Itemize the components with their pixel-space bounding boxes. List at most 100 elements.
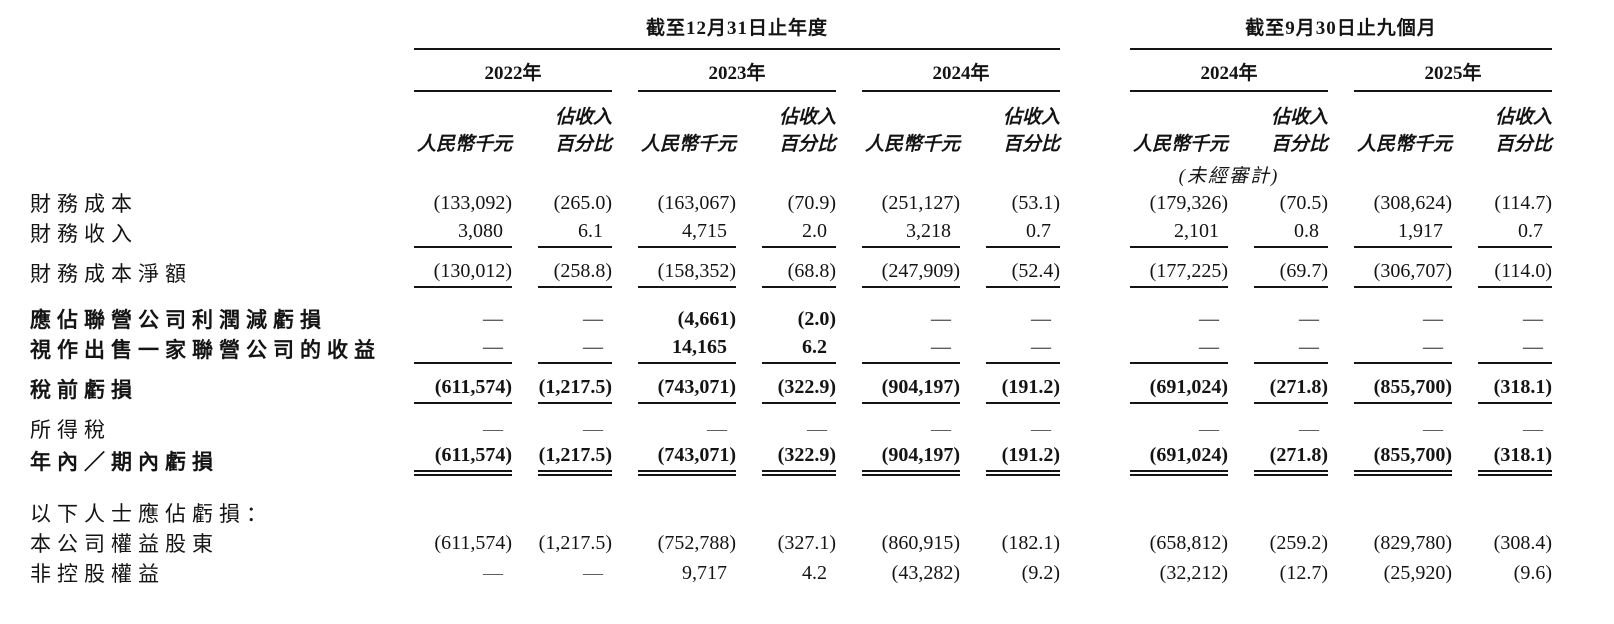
table-row: 稅前虧損 (611,574) (1,217.5) (743,071) (322.9) (9…	[30, 374, 1552, 404]
value-cell: —	[1328, 334, 1452, 364]
corner-blank	[30, 50, 388, 92]
value-cell	[512, 498, 612, 528]
value-cell: (258.8)	[512, 258, 612, 288]
column-gap	[1060, 188, 1104, 218]
unit-header-pct: 佔收入 百分比	[778, 107, 836, 155]
financial-statement-page: 截至12月31日止年度 截至9月30日止九個月 2022年 2023年 2024…	[30, 12, 1552, 588]
value-cell: (179,326)	[1149, 192, 1228, 214]
unit-header-pct: 佔收入 百分比	[1002, 107, 1060, 155]
value-cell: (691,024)	[1104, 374, 1228, 404]
value-cell: 1,917	[1328, 218, 1452, 248]
nil-dash: —	[583, 308, 603, 330]
value-cell	[836, 498, 960, 528]
nil-dash: —	[931, 418, 951, 440]
value-cell: (32,212)	[1159, 562, 1228, 584]
value-cell: (191.2)	[960, 374, 1060, 404]
group-header-row: 截至12月31日止年度 截至9月30日止九個月	[30, 12, 1552, 50]
value-cell: (9.6)	[1513, 562, 1552, 584]
table-row: 以下人士應佔虧損：	[30, 498, 1552, 528]
value-cell: (308.4)	[1493, 532, 1552, 554]
row-spacer	[30, 288, 1552, 304]
value-cell: —	[388, 334, 512, 364]
value-cell: (12.7)	[1279, 562, 1328, 584]
value-cell: —	[388, 558, 512, 588]
value-cell: —	[512, 334, 612, 364]
nil-dash: —	[707, 418, 727, 440]
value-cell	[1104, 498, 1228, 528]
value-cell: —	[1228, 334, 1328, 364]
nil-dash: —	[583, 418, 603, 440]
value-cell: (691,024)	[1104, 444, 1228, 476]
table-row: 非控股權益 — — 9,717 4.2 (43,282) (9.2) (32,212) (12.…	[30, 558, 1552, 588]
row-label: 應佔聯營公司利潤減虧損	[30, 308, 327, 332]
value-cell: (133,092)	[433, 192, 512, 214]
unaudited-note: (未經審計)	[1178, 166, 1280, 187]
value-cell: —	[836, 414, 960, 444]
value-cell: —	[1104, 304, 1228, 334]
nil-dash: —	[1523, 308, 1543, 330]
value-cell: —	[736, 414, 836, 444]
value-cell: (743,071)	[612, 374, 736, 404]
column-gap	[1060, 498, 1104, 528]
value-cell: (904,197)	[836, 374, 960, 404]
value-cell: —	[1104, 334, 1228, 364]
column-gap	[1060, 258, 1104, 288]
table-row: 應佔聯營公司利潤減虧損 — — (4,661) (2.0) — — — — — —	[30, 304, 1552, 334]
value-cell: (158,352)	[612, 258, 736, 288]
value-cell: (251,127)	[881, 192, 960, 214]
value-cell: (4,661)	[677, 308, 736, 330]
value-cell: (53.1)	[1011, 192, 1060, 214]
nil-dash: —	[583, 336, 603, 358]
value-cell: (1,217.5)	[512, 374, 612, 404]
group-title: 截至12月31日止年度	[414, 13, 1060, 50]
nil-dash: —	[483, 336, 503, 358]
unit-header-rmb: 人民幣千元	[416, 134, 512, 155]
value-cell: (318.1)	[1452, 444, 1552, 476]
value-cell: —	[1228, 304, 1328, 334]
value-cell: 6.2	[736, 334, 836, 364]
value-cell: —	[1228, 414, 1328, 444]
nil-dash: —	[807, 418, 827, 440]
table-row: 視作出售一家聯營公司的收益 — — 14,165 6.2 — — — — — —	[30, 334, 1552, 364]
value-cell: (2.0)	[797, 308, 836, 330]
value-cell	[960, 498, 1060, 528]
value-cell: (855,700)	[1328, 374, 1452, 404]
value-cell: (658,812)	[1149, 532, 1228, 554]
value-cell: —	[388, 304, 512, 334]
corner-blank	[30, 92, 388, 158]
column-gap	[1060, 334, 1104, 364]
value-cell: (1,217.5)	[512, 444, 612, 476]
value-cell: (322.9)	[736, 374, 836, 404]
nil-dash: —	[1523, 418, 1543, 440]
table-row: 財務成本淨額 (130,012) (258.8) (158,352) (68.8) (24…	[30, 258, 1552, 288]
value-cell	[1228, 498, 1328, 528]
value-cell: 2.0	[736, 218, 836, 248]
value-cell: —	[1328, 304, 1452, 334]
table-row: 財務收入 3,080 6.1 4,715 2.0 3,218 0.7 2,101 0.8 1,91…	[30, 218, 1552, 248]
value-cell: (271.8)	[1228, 444, 1328, 476]
value-cell: —	[1452, 334, 1552, 364]
column-gap	[1060, 444, 1104, 476]
unit-header-pct: 佔收入 百分比	[1494, 107, 1552, 155]
value-cell: (904,197)	[836, 444, 960, 476]
row-label: 財務成本淨額	[30, 262, 192, 286]
row-label: 以下人士應佔虧損：	[30, 502, 273, 526]
value-cell: —	[388, 414, 512, 444]
nil-dash: —	[483, 308, 503, 330]
group-header-year-ended: 截至12月31日止年度	[388, 12, 1060, 50]
value-cell	[612, 498, 736, 528]
nil-dash: —	[1199, 308, 1219, 330]
value-cell	[1328, 498, 1452, 528]
value-cell: 0.7	[1452, 218, 1552, 248]
nil-dash: —	[1031, 308, 1051, 330]
table-row: 所得稅 — — — — — — — — — —	[30, 414, 1552, 444]
value-cell: (52.4)	[960, 258, 1060, 288]
table-row: 財務成本 (133,092) (265.0) (163,067) (70.9) (251,…	[30, 188, 1552, 218]
value-cell: 6.1	[512, 218, 612, 248]
row-label: 年內／期內虧損	[30, 450, 219, 474]
nil-dash: —	[1523, 336, 1543, 358]
value-cell: (9.2)	[1021, 562, 1060, 584]
nil-dash: —	[1199, 418, 1219, 440]
value-cell: 4.2	[802, 562, 827, 584]
value-cell: (322.9)	[736, 444, 836, 476]
